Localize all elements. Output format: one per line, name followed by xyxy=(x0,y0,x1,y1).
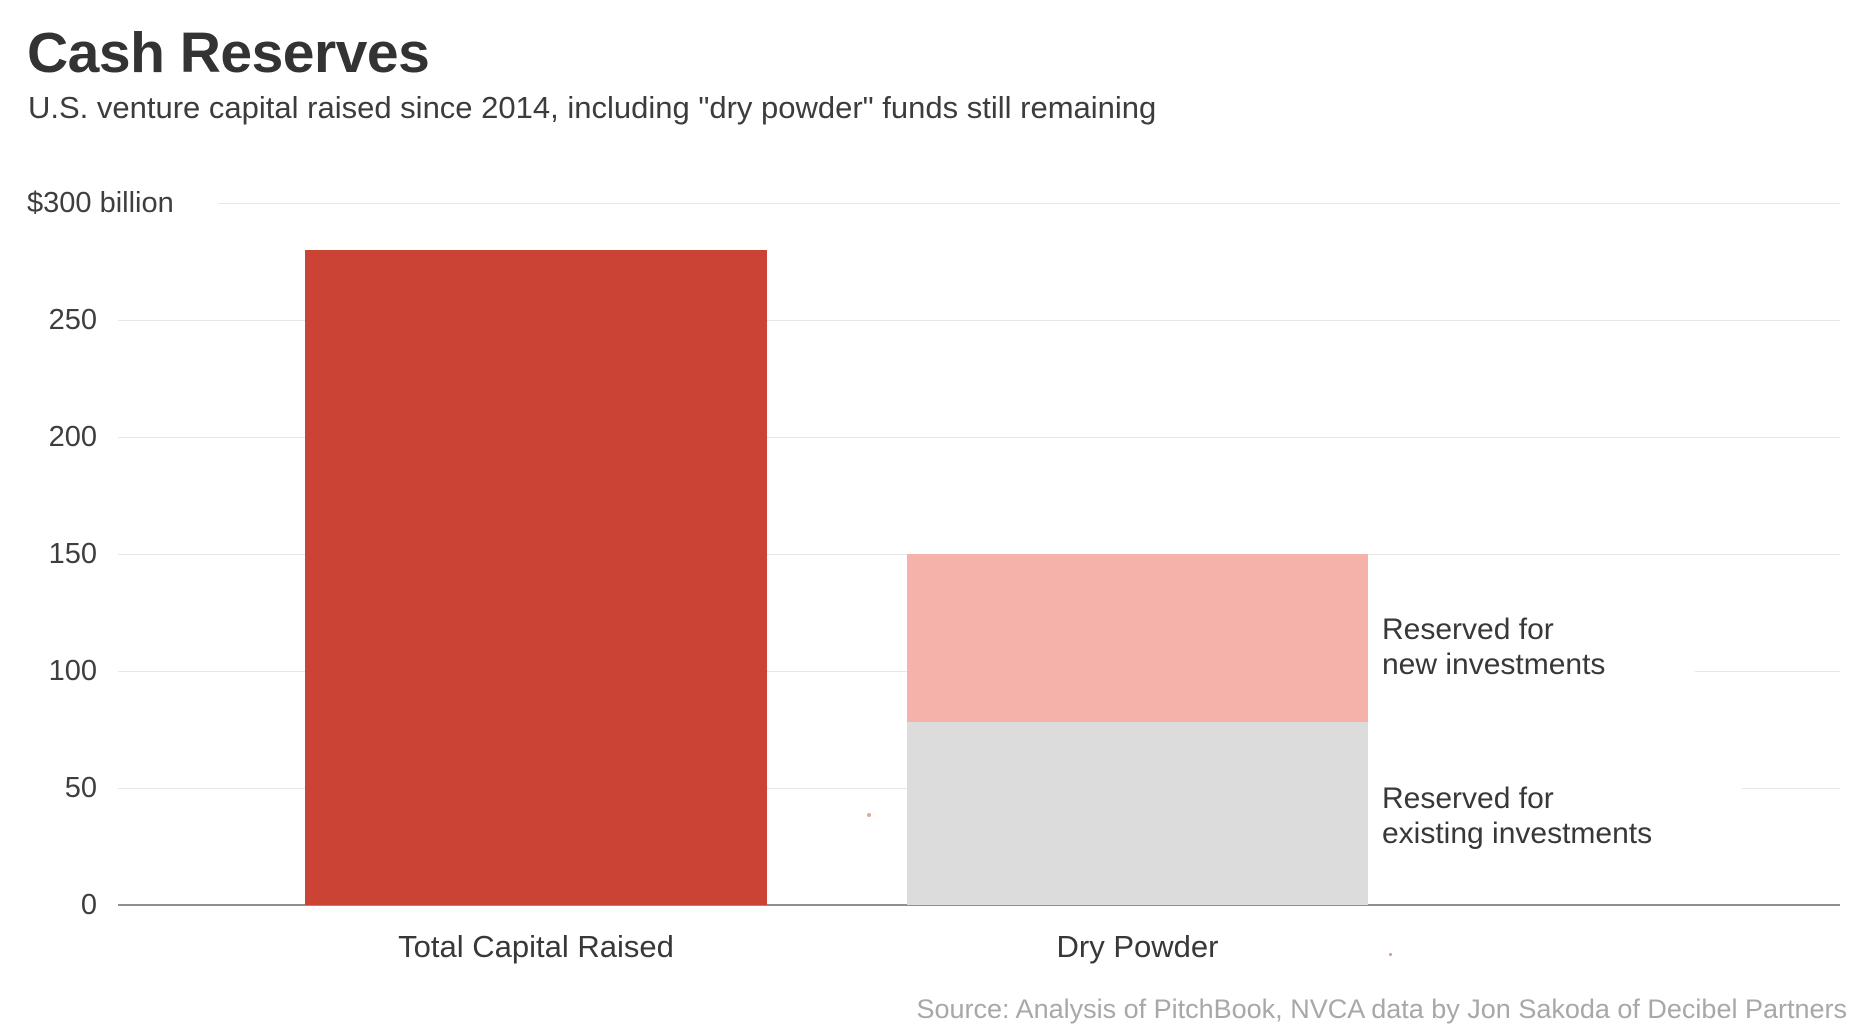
y-gridline xyxy=(118,437,1840,438)
bar-segment xyxy=(907,722,1368,905)
y-axis-tick-label: 100 xyxy=(48,655,97,687)
x-axis-category-label: Dry Powder xyxy=(1056,929,1219,964)
annotation-line: new investments xyxy=(1382,648,1606,681)
annotation-line: Reserved for xyxy=(1382,782,1554,815)
chart-title: Cash Reserves xyxy=(27,21,430,85)
chart-subtitle: U.S. venture capital raised since 2014, … xyxy=(28,90,1157,125)
source-attribution: Source: Analysis of PitchBook, NVCA data… xyxy=(916,994,1848,1024)
bar-segment xyxy=(305,250,767,905)
annotation-line: existing investments xyxy=(1382,817,1653,850)
y-axis-tick-label: 200 xyxy=(48,421,97,453)
y-axis-tick-label: 250 xyxy=(48,304,97,336)
annotation-existing-investments: Reserved for existing investments xyxy=(1368,773,1743,859)
bar-segment xyxy=(907,554,1368,722)
x-axis-line xyxy=(118,904,1840,906)
y-axis-tick-label: 50 xyxy=(64,772,97,804)
y-axis-tick-label: 150 xyxy=(48,538,97,570)
annotation-new-investments: Reserved for new investments xyxy=(1368,604,1696,690)
y-gridline xyxy=(218,203,1840,204)
y-gridline xyxy=(118,320,1840,321)
artifact-dot xyxy=(867,813,871,817)
artifact-dot xyxy=(1389,953,1392,956)
x-axis-category-label: Total Capital Raised xyxy=(398,929,674,964)
y-axis-tick-label: $300 billion xyxy=(27,187,174,219)
annotation-line: Reserved for xyxy=(1382,613,1554,646)
y-axis-tick-label: 0 xyxy=(80,889,97,921)
